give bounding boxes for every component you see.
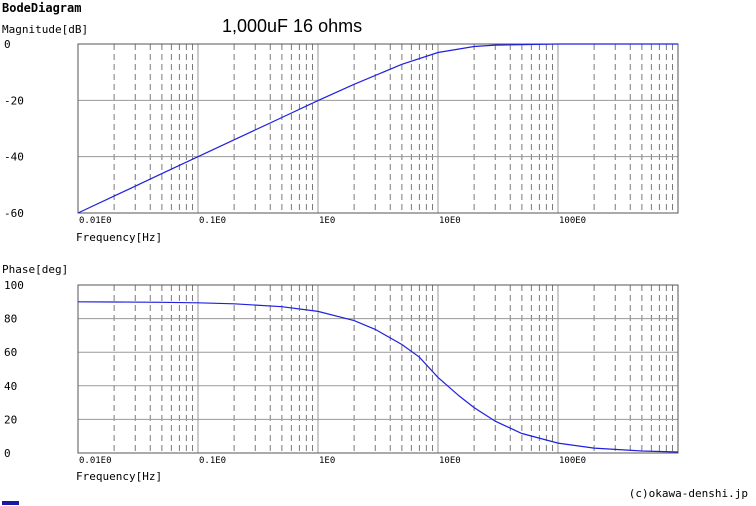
x-tick-label: 0.1E0: [199, 456, 226, 466]
y-tick-label: -40: [4, 151, 24, 164]
x-tick-label: 10E0: [439, 216, 461, 226]
y-tick-label: 20: [4, 413, 17, 426]
series-line: [77, 43, 678, 214]
x-tick-label: 1E0: [319, 456, 335, 466]
y-tick-label: 40: [4, 380, 17, 393]
y-tick-label: -20: [4, 94, 24, 107]
credit-text: (c)okawa-denshi.jp: [628, 487, 748, 500]
plot-frame: [77, 284, 679, 454]
x-tick-label: 100E0: [559, 216, 586, 226]
magnitude-axis-label: Magnitude[dB]: [2, 23, 89, 36]
app-title: BodeDiagram: [2, 1, 82, 15]
x-tick-label: 1E0: [319, 216, 335, 226]
magnitude-x-axis-label: Frequency[Hz]: [76, 231, 163, 244]
y-tick-label: 0: [4, 38, 11, 51]
y-tick-label: 80: [4, 313, 17, 326]
series-line: [77, 301, 679, 453]
y-tick-label: 100: [4, 279, 24, 292]
y-tick-label: 60: [4, 346, 17, 359]
x-tick-label: 0.01E0: [79, 456, 112, 466]
x-tick-label: 0.01E0: [79, 216, 112, 226]
chart-title: 1,000uF 16 ohms: [222, 16, 363, 36]
phase-axis-label: Phase[deg]: [2, 263, 69, 276]
phase-x-axis-label: Frequency[Hz]: [76, 470, 163, 483]
y-tick-label: 0: [4, 447, 11, 460]
y-tick-label: -60: [4, 207, 24, 220]
plot-frame: [77, 43, 679, 214]
x-tick-label: 0.1E0: [199, 216, 226, 226]
corner-mark: [2, 501, 19, 505]
x-tick-label: 10E0: [439, 456, 461, 466]
x-tick-label: 100E0: [559, 456, 586, 466]
